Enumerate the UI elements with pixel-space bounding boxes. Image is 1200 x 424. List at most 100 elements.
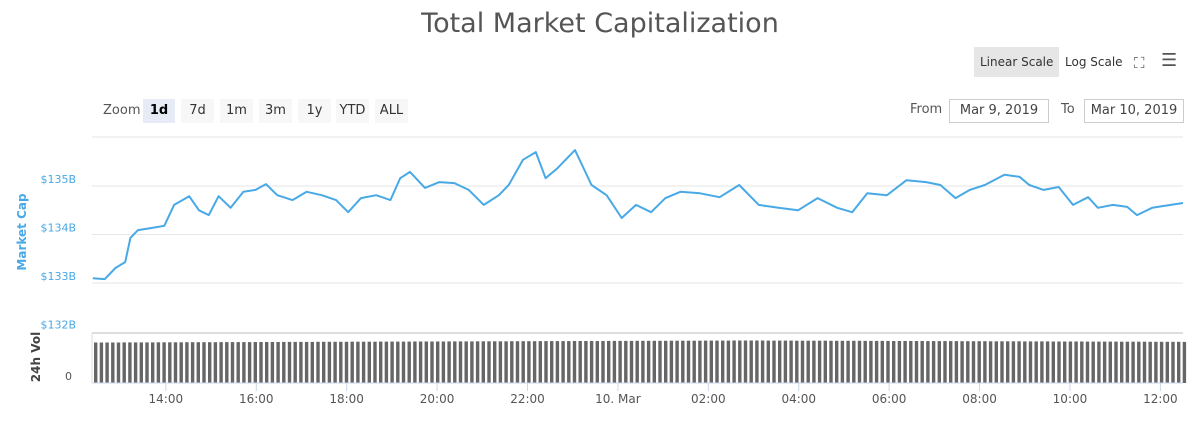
volume-bar: [173, 342, 178, 383]
volume-bar: [339, 341, 343, 383]
volume-bar: [743, 340, 748, 383]
volume-bar: [1074, 341, 1078, 383]
volume-bar: [686, 340, 691, 383]
volume-bar: [863, 340, 867, 383]
volume-bar: [128, 342, 132, 383]
zoom-7d-button[interactable]: 7d: [181, 99, 214, 123]
volume-bar: [253, 342, 257, 383]
volume-bar: [493, 341, 497, 383]
volume-bar: [652, 340, 656, 383]
linear-scale-button[interactable]: Linear Scale: [974, 47, 1060, 77]
volume-bar: [1148, 341, 1152, 383]
volume-bar: [527, 341, 531, 383]
volume-bar: [242, 342, 246, 383]
volume-bar: [749, 340, 753, 383]
volume-bar: [225, 342, 229, 383]
volume-bar: [726, 340, 731, 383]
volume-bar: [937, 341, 941, 383]
volume-bar: [766, 340, 770, 383]
volume-bar: [840, 340, 845, 383]
volume-bar: [1051, 341, 1055, 383]
zoom-1y-button[interactable]: 1y: [298, 99, 331, 123]
volume-bar: [384, 341, 389, 383]
volume-bar: [624, 340, 628, 383]
volume-bar: [99, 342, 104, 383]
volume-bar: [1108, 341, 1112, 383]
volume-bar: [618, 340, 622, 383]
volume-bar: [806, 340, 810, 383]
volume-bar: [168, 342, 172, 383]
zoom-1m-button[interactable]: 1m: [220, 99, 253, 123]
volume-bar: [897, 341, 902, 383]
volume-bar: [481, 341, 485, 383]
volume-bar: [977, 341, 981, 383]
to-date-input[interactable]: Mar 10, 2019: [1084, 99, 1184, 123]
volume-bar: [1182, 341, 1187, 383]
volume-bar: [1131, 341, 1135, 383]
y-axis-label: Market Cap: [15, 193, 29, 271]
zoom-1d-button[interactable]: 1d: [143, 99, 175, 123]
volume-bar: [1137, 341, 1141, 383]
volume-bar: [111, 342, 115, 383]
volume-bar: [282, 341, 286, 383]
zoom-ytd-button[interactable]: YTD: [336, 99, 369, 123]
volume-bar: [1034, 341, 1038, 383]
volume-bar: [401, 341, 406, 383]
volume-bar: [327, 341, 332, 383]
volume-bar: [1154, 341, 1158, 383]
x-tick-label: 16:00: [239, 392, 274, 406]
menu-icon[interactable]: ☰: [1161, 50, 1178, 71]
volume-bar: [247, 342, 252, 383]
volume-bar: [892, 341, 896, 383]
volume-bar: [692, 340, 696, 383]
volume-bar: [413, 341, 417, 383]
volume-bar: [407, 341, 411, 383]
y-tick-label: $135B: [40, 173, 76, 186]
volume-bar: [361, 341, 366, 383]
volume-bar: [1159, 341, 1164, 383]
volume-bar: [202, 342, 206, 383]
volume-bar: [458, 341, 463, 383]
volume-bar: [219, 342, 223, 383]
volume-bar: [971, 341, 976, 383]
zoom-label: Zoom: [103, 103, 141, 118]
fullscreen-icon[interactable]: ⛶: [1134, 54, 1145, 72]
volume-bar: [1023, 341, 1027, 383]
volume-bar: [943, 341, 947, 383]
volume-bar: [230, 342, 235, 383]
zoom-3m-button[interactable]: 3m: [259, 99, 292, 123]
volume-bar: [453, 341, 457, 383]
volume-bar: [914, 341, 919, 383]
volume-bar: [475, 341, 480, 383]
zoom-all-button[interactable]: ALL: [375, 99, 408, 123]
volume-bar: [880, 340, 884, 383]
volume-bar: [179, 342, 183, 383]
volume-bar: [139, 342, 143, 383]
volume-bar: [1114, 341, 1118, 383]
volume-bar: [464, 341, 468, 383]
volume-bar: [213, 342, 218, 383]
volume-bar: [322, 341, 326, 383]
volume-bar: [852, 340, 856, 383]
volume-bar: [795, 340, 799, 383]
volume-bar: [966, 341, 970, 383]
volume-bar: [1040, 341, 1044, 383]
volume-bar: [436, 341, 440, 383]
volume-bar: [646, 340, 651, 383]
log-scale-button[interactable]: Log Scale: [1065, 55, 1123, 69]
volume-bar: [664, 340, 668, 383]
volume-bar: [567, 341, 571, 383]
volume-bar: [857, 340, 862, 383]
volume-bar: [778, 340, 782, 383]
volume-bar: [595, 341, 599, 383]
volume-bar: [1097, 341, 1101, 383]
volume-bar: [994, 341, 998, 383]
chart-title: Total Market Capitalization: [421, 8, 779, 39]
from-date-input[interactable]: Mar 9, 2019: [949, 99, 1049, 123]
volume-bar: [373, 341, 377, 383]
volume-tick-label: 0: [65, 370, 72, 383]
volume-bar: [835, 340, 839, 383]
y-tick-label: $134B: [40, 222, 76, 235]
volume-bar: [390, 341, 394, 383]
